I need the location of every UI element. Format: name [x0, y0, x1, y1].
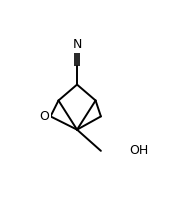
- Text: N: N: [72, 38, 82, 51]
- Text: OH: OH: [129, 144, 149, 157]
- Text: O: O: [40, 110, 49, 123]
